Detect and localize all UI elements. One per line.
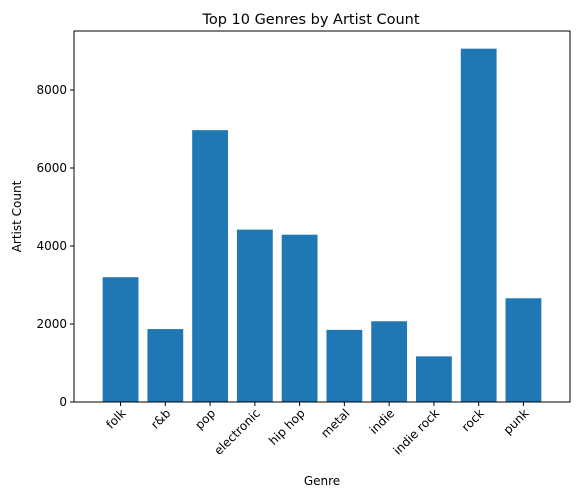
bar-electronic xyxy=(236,229,273,402)
y-tick-label: 0 xyxy=(59,395,67,409)
y-axis-label: Artist Count xyxy=(10,180,24,252)
bars-group xyxy=(102,48,542,403)
x-tick-label: hip hop xyxy=(266,406,308,448)
bar-rock xyxy=(460,48,497,403)
bar-punk xyxy=(505,298,542,402)
bar-hip-hop xyxy=(281,234,318,402)
x-tick-label: metal xyxy=(318,406,352,440)
bar-folk xyxy=(102,277,139,402)
y-tick-label: 8000 xyxy=(36,83,67,97)
bar-pop xyxy=(192,130,228,403)
y-tick-label: 2000 xyxy=(36,317,67,331)
bar-r-b xyxy=(147,329,184,402)
y-tick-label: 6000 xyxy=(36,161,67,175)
x-tick-label: electronic xyxy=(211,406,263,458)
x-tick-label: pop xyxy=(192,406,218,432)
x-tick-label: indie xyxy=(367,406,398,437)
y-axis: 0 2000 4000 6000 8000 xyxy=(36,83,74,409)
x-axis-label: Genre xyxy=(304,474,340,488)
plot-frame xyxy=(73,30,571,403)
x-tick-label: rock xyxy=(459,406,487,434)
bar-metal xyxy=(326,329,363,402)
x-tick-label: indie rock xyxy=(391,406,442,457)
x-tick-label: r&b xyxy=(148,406,173,431)
y-tick-label: 4000 xyxy=(36,239,67,253)
chart-title: Top 10 Genres by Artist Count xyxy=(201,12,419,28)
x-tick-label: punk xyxy=(501,406,532,437)
bar-indie-rock xyxy=(416,356,452,402)
bar-indie xyxy=(371,321,408,402)
x-tick-label: folk xyxy=(103,406,128,431)
